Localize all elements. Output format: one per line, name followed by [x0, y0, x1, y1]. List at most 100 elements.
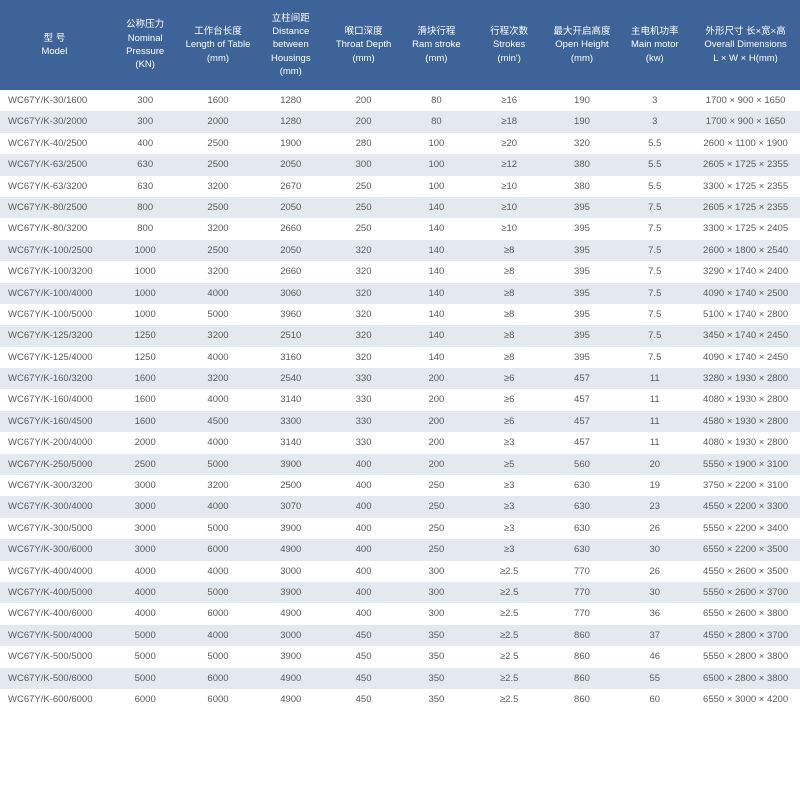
cell: WC67Y/K-63/2500: [0, 154, 109, 175]
cell: 3: [618, 111, 691, 132]
cell: 330: [327, 432, 400, 453]
cell: ≥6: [473, 368, 546, 389]
col-header-en: Model: [3, 45, 106, 58]
cell: 5100 × 1740 × 2800: [691, 304, 800, 325]
cell: 5550 × 2600 × 3700: [691, 582, 800, 603]
cell: 330: [327, 389, 400, 410]
cell: 395: [546, 218, 619, 239]
cell: 46: [618, 646, 691, 667]
cell: 4900: [254, 539, 327, 560]
cell: WC67Y/K-160/4500: [0, 411, 109, 432]
col-header-en: Strokes: [476, 38, 543, 51]
cell: 80: [400, 90, 473, 111]
cell: 1000: [109, 304, 182, 325]
table-row: WC67Y/K-80/320080032002660250140≥103957.…: [0, 218, 800, 239]
cell: 380: [546, 176, 619, 197]
cell: WC67Y/K-100/5000: [0, 304, 109, 325]
cell: 395: [546, 304, 619, 325]
cell: 300: [109, 111, 182, 132]
cell: 5000: [182, 304, 255, 325]
cell: 200: [400, 454, 473, 475]
cell: WC67Y/K-125/4000: [0, 347, 109, 368]
table-row: WC67Y/K-30/16003001600128020080≥16190317…: [0, 90, 800, 111]
cell: ≥8: [473, 347, 546, 368]
cell: ≥8: [473, 325, 546, 346]
cell: 5000: [182, 646, 255, 667]
table-row: WC67Y/K-400/4000400040003000400300≥2.577…: [0, 561, 800, 582]
cell: 6550 × 2200 × 3500: [691, 539, 800, 560]
cell: 3200: [182, 176, 255, 197]
cell: ≥10: [473, 197, 546, 218]
cell: 3140: [254, 432, 327, 453]
cell: 3900: [254, 646, 327, 667]
cell: 140: [400, 197, 473, 218]
cell: 2660: [254, 261, 327, 282]
cell: 1600: [182, 90, 255, 111]
cell: 4550 × 2800 × 3700: [691, 625, 800, 646]
col-header-en: Overall Dimensions: [694, 38, 797, 51]
col-header-unit: (mm): [549, 52, 616, 65]
cell: 4090 × 1740 × 2450: [691, 347, 800, 368]
cell: 6000: [109, 689, 182, 710]
cell: WC67Y/K-400/5000: [0, 582, 109, 603]
table-row: WC67Y/K-125/3200125032002510320140≥83957…: [0, 325, 800, 346]
cell: 6000: [182, 668, 255, 689]
cell: 3000: [109, 539, 182, 560]
cell: WC67Y/K-160/4000: [0, 389, 109, 410]
table-body: WC67Y/K-30/16003001600128020080≥16190317…: [0, 90, 800, 710]
cell: 4000: [182, 432, 255, 453]
cell: 200: [327, 90, 400, 111]
col-header-7: 最大开启高度Open Height(mm): [546, 0, 619, 90]
cell: 3280 × 1930 × 2800: [691, 368, 800, 389]
cell: ≥2.5: [473, 582, 546, 603]
table-row: WC67Y/K-80/250080025002050250140≥103957.…: [0, 197, 800, 218]
cell: ≥3: [473, 518, 546, 539]
cell: 770: [546, 603, 619, 624]
cell: 400: [327, 475, 400, 496]
col-header-en: Open Height: [549, 38, 616, 51]
cell: 250: [327, 218, 400, 239]
cell: ≥18: [473, 111, 546, 132]
cell: WC67Y/K-100/4000: [0, 283, 109, 304]
cell: 20: [618, 454, 691, 475]
table-row: WC67Y/K-40/250040025001900280100≥203205.…: [0, 133, 800, 154]
col-header-cn: 工作台长度: [185, 25, 252, 38]
cell: 250: [400, 518, 473, 539]
cell: 1250: [109, 325, 182, 346]
cell: 400: [327, 539, 400, 560]
cell: 3000: [254, 561, 327, 582]
cell: 2500: [109, 454, 182, 475]
col-header-cn: 滑块行程: [403, 25, 470, 38]
cell: 395: [546, 325, 619, 346]
cell: WC67Y/K-80/2500: [0, 197, 109, 218]
cell: 200: [400, 389, 473, 410]
cell: 800: [109, 218, 182, 239]
cell: WC67Y/K-100/2500: [0, 240, 109, 261]
cell: 450: [327, 646, 400, 667]
cell: ≥5: [473, 454, 546, 475]
cell: 100: [400, 176, 473, 197]
cell: WC67Y/K-300/4000: [0, 496, 109, 517]
col-header-cn: 最大开启高度: [549, 25, 616, 38]
cell: 200: [327, 111, 400, 132]
cell: 457: [546, 411, 619, 432]
cell: 770: [546, 561, 619, 582]
cell: 395: [546, 347, 619, 368]
cell: 140: [400, 304, 473, 325]
cell: 140: [400, 283, 473, 304]
cell: 4000: [182, 496, 255, 517]
cell: 140: [400, 261, 473, 282]
col-header-en: Nominal Pressure: [112, 32, 179, 59]
cell: 2000: [109, 432, 182, 453]
cell: 5.5: [618, 133, 691, 154]
cell: 37: [618, 625, 691, 646]
cell: WC67Y/K-300/3200: [0, 475, 109, 496]
col-header-cn: 行程次数: [476, 25, 543, 38]
col-header-9: 外形尺寸 长×宽×高Overall DimensionsL × W × H(mm…: [691, 0, 800, 90]
cell: 630: [546, 518, 619, 539]
cell: 3750 × 2200 × 3100: [691, 475, 800, 496]
cell: 2600 × 1800 × 2540: [691, 240, 800, 261]
cell: 3200: [182, 261, 255, 282]
cell: 350: [400, 625, 473, 646]
cell: 630: [109, 154, 182, 175]
